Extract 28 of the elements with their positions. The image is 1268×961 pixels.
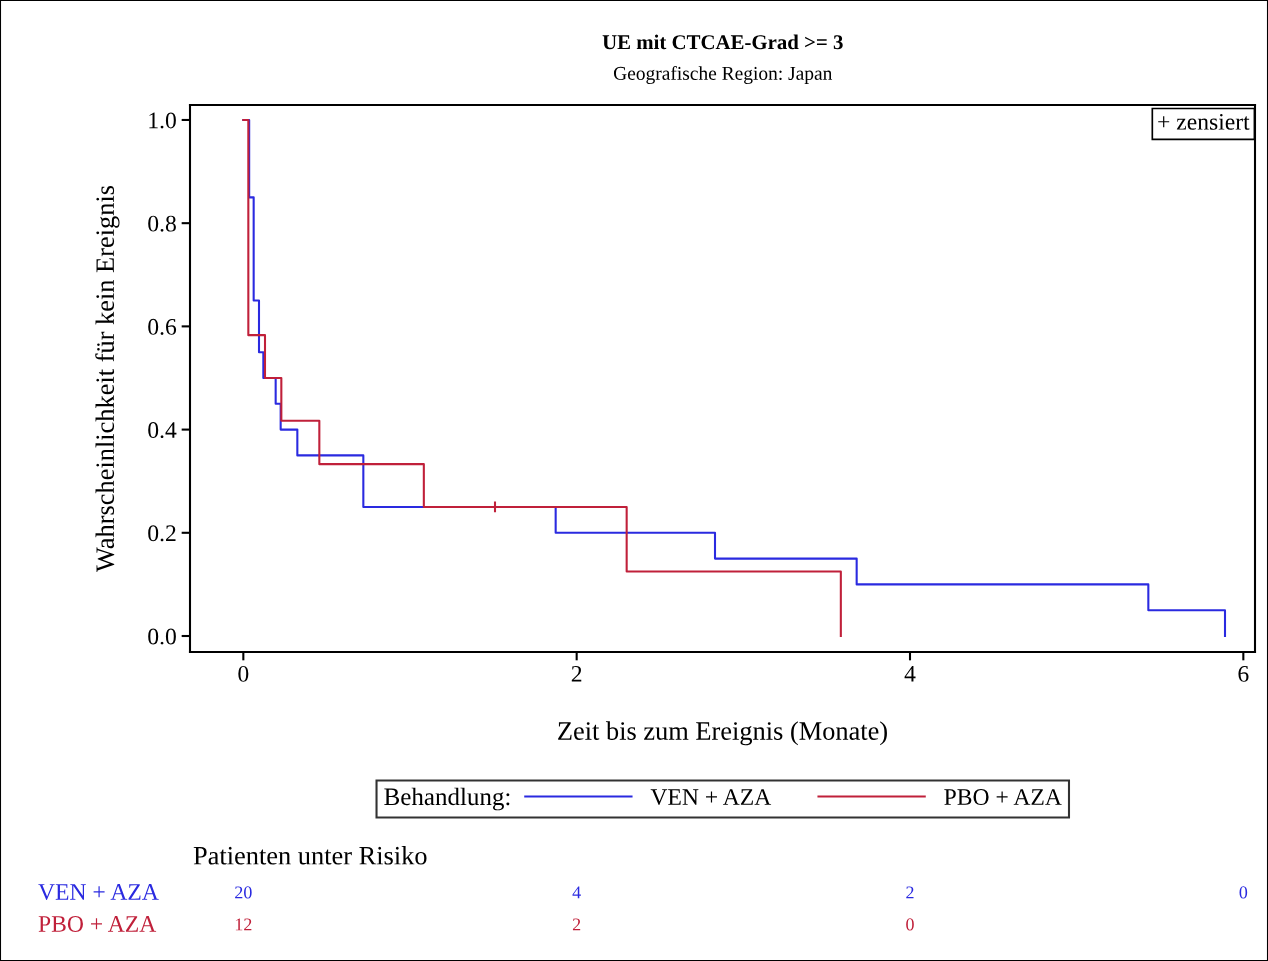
text: 2: [906, 886, 914, 899]
chart-subtitle: Geografische Region: Japan: [613, 66, 833, 84]
legend-label: VEN + AZA: [650, 789, 772, 806]
text: 0: [906, 918, 914, 931]
text: 12: [235, 918, 252, 931]
text: Patienten unter Risiko: [193, 846, 427, 865]
y-tick-label: 0.4: [148, 422, 177, 439]
chart-title: UE mit CTCAE-Grad >= 3: [602, 34, 843, 50]
x-tick-label: 2: [571, 665, 582, 682]
text: 4: [572, 886, 581, 899]
annotation: + zensiert: [1158, 113, 1250, 130]
x-tick-label: 6: [1238, 665, 1249, 682]
text: 20: [235, 886, 252, 899]
y-tick-label: 0.6: [148, 318, 177, 335]
text: 0: [1239, 886, 1248, 899]
text: PBO + AZA: [38, 916, 157, 932]
text: 2: [572, 918, 581, 931]
y-axis-title: Wahrscheinlichkeit für kein Ereignis: [95, 185, 120, 572]
x-tick-label: 0: [238, 665, 249, 682]
y-tick-label: 0.8: [148, 215, 176, 232]
legend-label: PBO + AZA: [944, 789, 1062, 805]
text: VEN + AZA: [38, 884, 159, 901]
x-tick-label: 4: [904, 666, 916, 682]
y-tick-label: 0.2: [148, 525, 176, 542]
x-axis-title: Zeit bis zum Ereignis (Monate): [558, 721, 887, 746]
legend-title: Behandlung:: [384, 787, 510, 811]
y-tick-label: 1.0: [149, 112, 176, 129]
y-tick-label: 0.0: [148, 628, 176, 645]
